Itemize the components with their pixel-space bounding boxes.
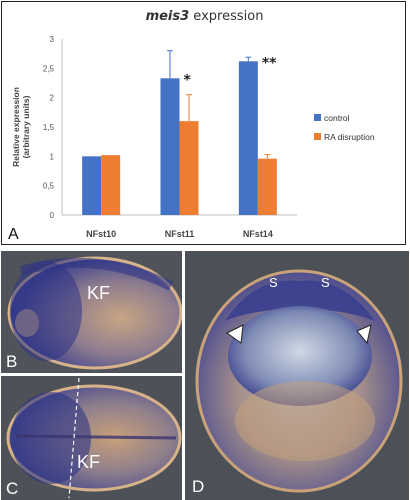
panel-label-a: A: [8, 226, 19, 243]
y-axis-label-line2: (arbitrary units): [21, 95, 31, 158]
legend-swatch: [314, 133, 321, 140]
bar-chart: 0 0,5 1 1,5 2 2,5 3 Relative expression (arbitra…: [11, 35, 375, 239]
panel-a-chart: meis3 expression 0 0,5 1 1,5 2 2,5 3 Relative e…: [1, 1, 406, 245]
panel-label-c: C: [6, 479, 19, 498]
s-label-left: S: [269, 275, 278, 290]
x-tick-label: NFst14: [243, 229, 273, 239]
kf-label-b: KF: [87, 283, 111, 303]
panel-c-embryo-image: KF C: [1, 376, 182, 500]
chart-title-rest: expression: [189, 9, 264, 24]
bar-control: [82, 156, 102, 215]
chart-title-gene: meis3: [145, 9, 190, 24]
kf-label-c: KF: [77, 452, 101, 472]
significance-marker: *: [184, 72, 192, 88]
y-tick-label: 0,5: [43, 182, 55, 191]
bar-control: [160, 78, 180, 215]
bar-ra-disruption: [179, 121, 199, 215]
s-label-right: S: [321, 275, 330, 290]
embryo-d-illustration: [185, 251, 409, 500]
y-tick-label: 1,5: [43, 123, 55, 132]
embryo-b-illustration: [1, 251, 182, 373]
legend-label: control: [324, 113, 350, 123]
bar-control: [238, 61, 258, 215]
y-axis-label-line1: Relative expression: [11, 87, 21, 167]
x-tick-label: NFst11: [165, 229, 195, 239]
embryo-c-illustration: [1, 376, 182, 500]
panel-b-embryo-image: KF B: [1, 251, 182, 373]
y-tick-label: 2: [50, 94, 55, 103]
x-tick-label: NFst10: [86, 229, 116, 239]
bar-ra-disruption: [101, 155, 121, 215]
panel-label-b: B: [6, 352, 18, 371]
panel-label-d: D: [192, 477, 205, 496]
significance-marker: **: [262, 55, 277, 71]
y-tick-label: 2,5: [43, 64, 55, 73]
y-tick-label: 1: [50, 152, 55, 161]
bar-ra-disruption: [257, 158, 277, 215]
legend-label: RA disruption: [324, 132, 375, 142]
panel-d-embryo-image: S S D: [185, 251, 409, 500]
y-tick-label: 0: [50, 211, 55, 220]
legend-swatch: [314, 114, 321, 121]
y-tick-label: 3: [50, 35, 55, 44]
chart-title: meis3 expression: [2, 9, 407, 24]
